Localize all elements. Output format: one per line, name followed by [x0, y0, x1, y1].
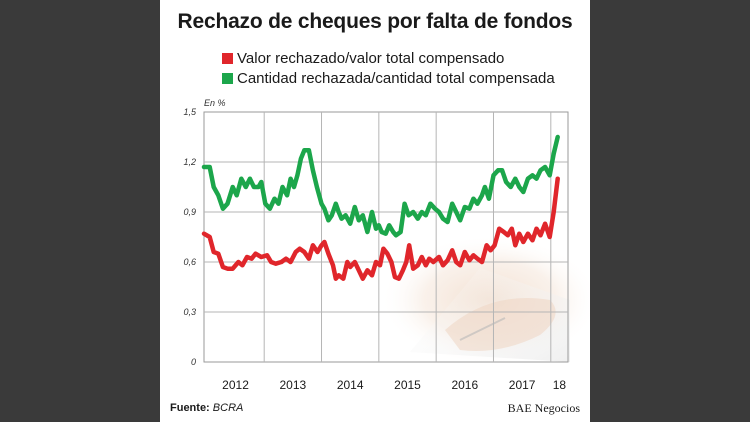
y-axis-ticks: 0 0,3 0,6 0,9 1,2 1,5	[183, 107, 197, 367]
x-axis-ticks: 2012 2013 2014 2015 2016 2017 18	[222, 378, 566, 392]
chart-series	[201, 134, 560, 281]
y-tick-label: 0,6	[183, 257, 196, 267]
plot-frame	[203, 111, 569, 363]
y-tick-label: 0,3	[183, 307, 196, 317]
publisher-brand: BAE Negocios	[507, 401, 580, 415]
legend-swatch-green	[222, 73, 233, 84]
x-tick-label: 2016	[451, 378, 478, 392]
y-tick-label: 0,9	[183, 207, 196, 217]
line-chart: En % 00,30,60,91,21,5 2012 2013 2014 2015 20…	[183, 98, 590, 392]
hand-writing-photo	[380, 235, 590, 365]
chart-grid	[203, 111, 569, 363]
legend-label-cantidad: Cantidad rechazada/cantidad total compen…	[237, 70, 555, 87]
series-line-cantidad	[201, 134, 560, 238]
legend-swatch-red	[222, 53, 233, 64]
legend-item-valor: Valor rechazado/valor total compensado	[222, 50, 504, 67]
y-axis-label: En %	[204, 98, 226, 108]
series-line-valor	[201, 176, 560, 281]
source-label: Fuente:	[170, 402, 210, 414]
source-value: BCRA	[212, 402, 244, 414]
y-tick-label: 1,2	[183, 157, 196, 167]
x-tick-label: 18	[553, 378, 567, 392]
legend-label-valor: Valor rechazado/valor total compensado	[237, 50, 505, 67]
y-tick-label: 1,5	[183, 107, 197, 117]
infographic-card: Rechazo de cheques por falta de fondos V…	[160, 0, 590, 422]
footer-source: Fuente: BCRA	[170, 402, 243, 414]
legend-item-cantidad: Cantidad rechazada/cantidad total compen…	[222, 70, 555, 87]
y-tick-label: 0	[191, 357, 196, 367]
x-tick-label: 2013	[279, 378, 306, 392]
x-tick-label: 2014	[337, 378, 364, 392]
x-tick-label: 2015	[394, 378, 421, 392]
x-tick-label: 2012	[222, 378, 249, 392]
x-tick-label: 2017	[509, 378, 536, 392]
chart-title: Rechazo de cheques por falta de fondos	[177, 10, 573, 33]
